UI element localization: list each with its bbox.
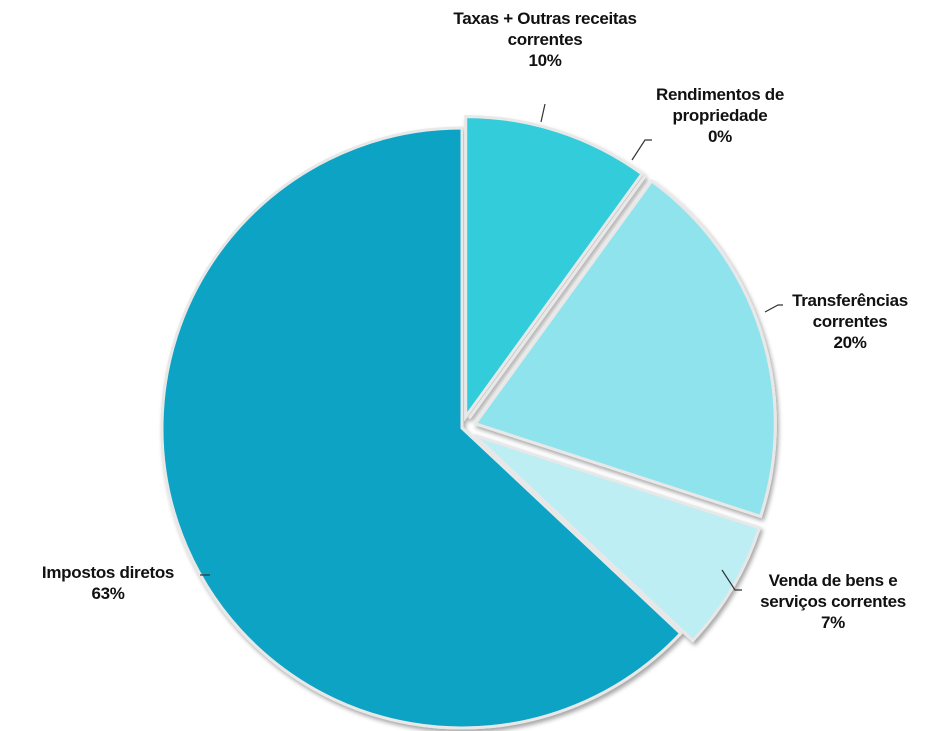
category-name: Transferências correntes [792,291,908,331]
pie-slice [472,178,777,519]
slice-label: Rendimentos de propriedade 0% [625,84,815,147]
value-label: 10% [528,51,562,70]
leader-lines [200,103,783,591]
leader-line [540,103,546,123]
value-label: 63% [91,584,125,603]
pie [160,115,777,730]
pie-slice [473,433,762,643]
leader-line [721,569,742,591]
pie-slice [160,126,683,730]
pie-slice [464,115,645,422]
slice-label: Transferências correntes 20% [770,290,930,353]
value-label: 20% [833,333,867,352]
leader-line [631,139,652,161]
slice-label: Impostos diretos 63% [8,562,208,604]
category-name: Impostos diretos [41,563,175,582]
category-name: Venda de bens e serviços correntes [760,571,906,611]
category-name: Rendimentos de propriedade [655,85,785,125]
leader-line [764,304,783,313]
value-label: 7% [821,613,845,632]
category-name: Taxas + Outras receitas correntes [453,9,637,49]
slice-label: Venda de bens e serviços correntes 7% [738,570,928,633]
pie-slice [467,174,647,420]
slice-label: Taxas + Outras receitas correntes 10% [440,8,650,71]
value-label: 0% [708,127,732,146]
